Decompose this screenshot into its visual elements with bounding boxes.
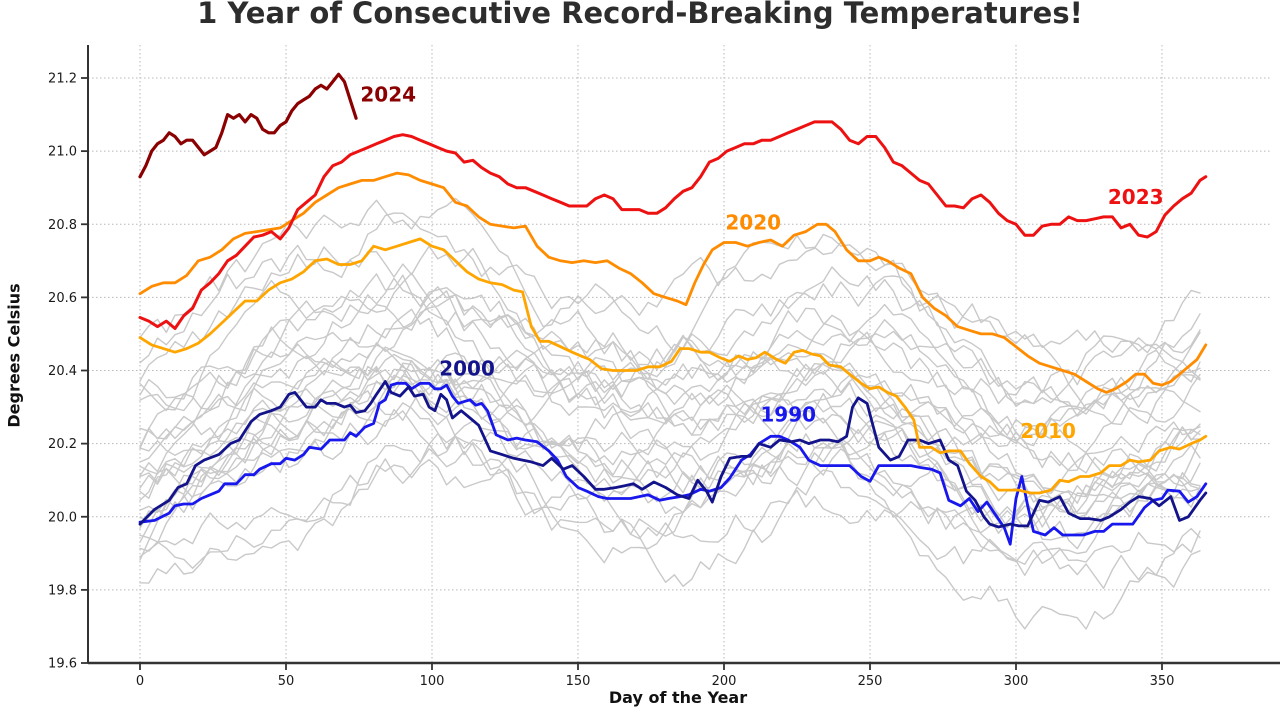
year-label-2010: 2010 — [1020, 419, 1076, 443]
background-year-line — [139, 410, 1201, 576]
x-tick-label: 200 — [712, 674, 737, 689]
y-tick-label: 20.0 — [48, 510, 77, 525]
y-tick-label: 21.0 — [48, 145, 77, 160]
series-2000-line — [138, 380, 1208, 529]
background-year-line — [139, 359, 1201, 499]
gridlines — [88, 45, 1272, 663]
series-2024-line — [138, 72, 358, 179]
x-tick-label: 0 — [136, 674, 144, 689]
x-axis-label: Day of the Year — [608, 688, 748, 707]
x-tick-label: 250 — [858, 674, 883, 689]
background-year-line — [139, 286, 1201, 411]
y-tick-label: 20.8 — [48, 218, 77, 233]
background-year-line — [139, 365, 1201, 565]
year-label-1990: 1990 — [760, 402, 816, 426]
y-tick-label: 20.4 — [48, 364, 77, 379]
chart-title: 1 Year of Consecutive Record-Breaking Te… — [197, 0, 1083, 30]
background-year-line — [139, 378, 1201, 558]
y-tick-label: 20.6 — [48, 291, 77, 306]
y-tick-label: 19.8 — [48, 583, 77, 598]
background-year-line — [139, 389, 1201, 543]
x-tick-label: 150 — [566, 674, 591, 689]
year-label-2000: 2000 — [439, 357, 495, 381]
year-label-2020: 2020 — [725, 210, 781, 234]
y-tick-label: 20.2 — [48, 437, 77, 452]
background-year-line — [139, 293, 1201, 440]
background-year-line — [139, 459, 1201, 589]
axis-ticks: 19.6 19.8 20.0 20.2 20.4 20.6 20.8 21.0 21.2 0 50 1… — [48, 72, 1174, 690]
series-2010-line — [138, 237, 1208, 495]
year-label-2024: 2024 — [360, 82, 416, 106]
series-group — [138, 72, 1208, 630]
series-1990-line — [138, 381, 1208, 546]
background-year-line — [139, 273, 1201, 449]
y-tick-label: 19.6 — [48, 657, 77, 672]
background-year-line — [139, 362, 1201, 517]
x-tick-label: 300 — [1004, 674, 1029, 689]
x-tick-label: 50 — [278, 674, 295, 689]
background-year-line — [139, 272, 1201, 417]
y-tick-label: 21.2 — [48, 72, 77, 87]
background-year-line — [139, 275, 1201, 426]
x-tick-label: 350 — [1150, 674, 1175, 689]
background-year-line — [139, 197, 1201, 354]
year-label-2023: 2023 — [1108, 185, 1164, 209]
x-tick-label: 100 — [420, 674, 445, 689]
series-2023-line — [138, 120, 1208, 330]
background-year-line — [139, 448, 1201, 630]
series-2020-line — [138, 171, 1208, 394]
